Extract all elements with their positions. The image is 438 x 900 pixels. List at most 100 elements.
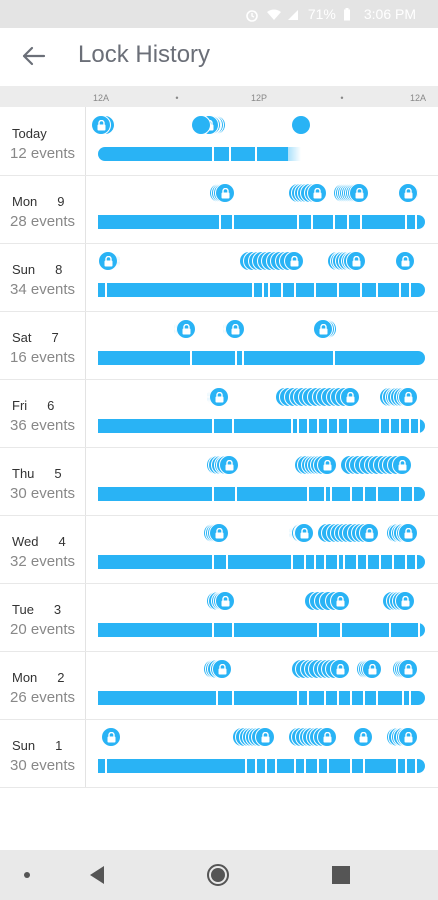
event-divider — [307, 419, 310, 433]
event-count: 20 events — [10, 621, 76, 638]
lock-event-icon[interactable] — [398, 387, 419, 407]
lock-event-icon[interactable] — [218, 455, 239, 475]
lock-event-icon[interactable] — [398, 183, 419, 203]
event-divider — [274, 759, 277, 773]
lock-event-icon[interactable] — [352, 727, 373, 747]
lock-event-icon[interactable] — [398, 659, 419, 679]
lock-event-icon[interactable] — [395, 251, 416, 271]
lock-event-icon[interactable] — [254, 727, 275, 747]
day-date: 9 — [57, 194, 65, 209]
lock-event-icon[interactable] — [329, 591, 350, 611]
back-arrow-icon[interactable] — [20, 44, 48, 68]
battery-percent: 71% — [307, 6, 336, 22]
event-divider — [408, 691, 411, 705]
event-divider — [336, 555, 339, 569]
lock-event-icon[interactable] — [212, 659, 233, 679]
dot-button[interactable] — [24, 872, 30, 878]
event-divider — [375, 283, 378, 297]
lock-event-icon[interactable] — [391, 455, 412, 475]
lock-event-icon[interactable] — [100, 727, 121, 747]
lock-event-icon[interactable] — [225, 319, 246, 339]
day-label: Tue 3 — [12, 602, 61, 617]
event-divider — [326, 419, 329, 433]
recents-button[interactable] — [332, 866, 350, 889]
event-divider — [241, 351, 244, 365]
day-row[interactable]: Wed 4 32 events — [0, 515, 438, 584]
status-bar: 71% 3:06 PM — [0, 0, 438, 28]
lock-event-icon[interactable] — [346, 251, 367, 271]
event-divider — [304, 759, 306, 773]
day-row[interactable]: Sat 7 16 events — [0, 311, 438, 380]
event-divider — [104, 283, 107, 297]
day-date: 1 — [55, 738, 63, 753]
lock-event-icon[interactable] — [313, 319, 334, 339]
lock-event-icon[interactable] — [91, 115, 112, 135]
event-divider — [408, 419, 411, 433]
lock-event-icon[interactable] — [215, 591, 236, 611]
lock-event-icon[interactable] — [208, 523, 229, 543]
event-divider — [405, 215, 408, 229]
day-label: Mon 9 — [12, 194, 65, 209]
battery-icon — [343, 8, 357, 21]
event-divider — [310, 215, 313, 229]
event-divider — [297, 419, 300, 433]
lock-event-icon[interactable] — [316, 727, 337, 747]
event-divider — [405, 759, 408, 773]
lock-event-icon[interactable] — [398, 523, 419, 543]
day-row[interactable]: Tue 3 20 events — [0, 583, 438, 652]
app-header: Lock History — [0, 28, 438, 86]
day-name: Today — [12, 126, 47, 141]
event-divider — [375, 487, 378, 501]
event-divider — [218, 215, 221, 229]
event-marker[interactable] — [290, 115, 311, 135]
lock-event-icon[interactable] — [349, 183, 370, 203]
day-name: Thu — [12, 466, 35, 481]
event-divider — [254, 759, 257, 773]
lock-event-icon[interactable] — [395, 591, 416, 611]
event-divider — [339, 623, 342, 637]
tick-label: 12A — [409, 93, 427, 103]
lock-event-icon[interactable] — [97, 251, 118, 271]
day-row[interactable]: Mon 2 26 events — [0, 651, 438, 720]
lock-event-icon[interactable] — [208, 387, 229, 407]
day-name: Mon — [12, 194, 38, 209]
event-divider — [375, 691, 378, 705]
lock-event-icon[interactable] — [293, 523, 314, 543]
event-marker[interactable] — [191, 115, 211, 135]
event-divider — [251, 283, 254, 297]
locked-segment — [98, 759, 425, 773]
event-divider — [418, 623, 421, 637]
day-row[interactable]: Today 12 events — [0, 107, 438, 176]
event-divider — [392, 555, 395, 569]
lock-event-icon[interactable] — [329, 659, 350, 679]
event-divider — [359, 283, 362, 297]
lock-event-icon[interactable] — [215, 183, 236, 203]
day-row[interactable]: Sun 8 34 events — [0, 243, 438, 312]
timeline-bar — [98, 759, 425, 773]
event-divider — [405, 555, 408, 569]
event-divider — [307, 691, 310, 705]
lock-event-icon[interactable] — [339, 387, 360, 407]
day-date: 7 — [51, 330, 59, 345]
lock-event-icon[interactable] — [284, 251, 304, 271]
day-row[interactable]: Sun 1 30 events — [0, 719, 438, 788]
day-row[interactable]: Thu 5 30 events — [0, 447, 438, 516]
lock-event-icon[interactable] — [306, 183, 327, 203]
lock-event-icon[interactable] — [362, 659, 383, 679]
home-button[interactable] — [206, 863, 230, 892]
event-divider — [104, 759, 107, 773]
lock-event-icon[interactable] — [176, 319, 197, 339]
timeline-bar — [98, 623, 425, 637]
lock-event-icon[interactable] — [359, 523, 380, 543]
back-button[interactable] — [86, 864, 108, 891]
event-divider — [212, 555, 215, 569]
lock-event-icon[interactable] — [316, 455, 337, 475]
event-divider — [415, 759, 418, 773]
day-row[interactable]: Mon 9 28 events — [0, 175, 438, 244]
day-name: Wed — [12, 534, 39, 549]
event-divider — [212, 623, 215, 637]
lock-event-icon[interactable] — [398, 727, 419, 747]
day-row[interactable]: Fri 6 36 events — [0, 379, 438, 448]
event-count: 32 events — [10, 553, 76, 570]
event-divider — [235, 351, 238, 365]
